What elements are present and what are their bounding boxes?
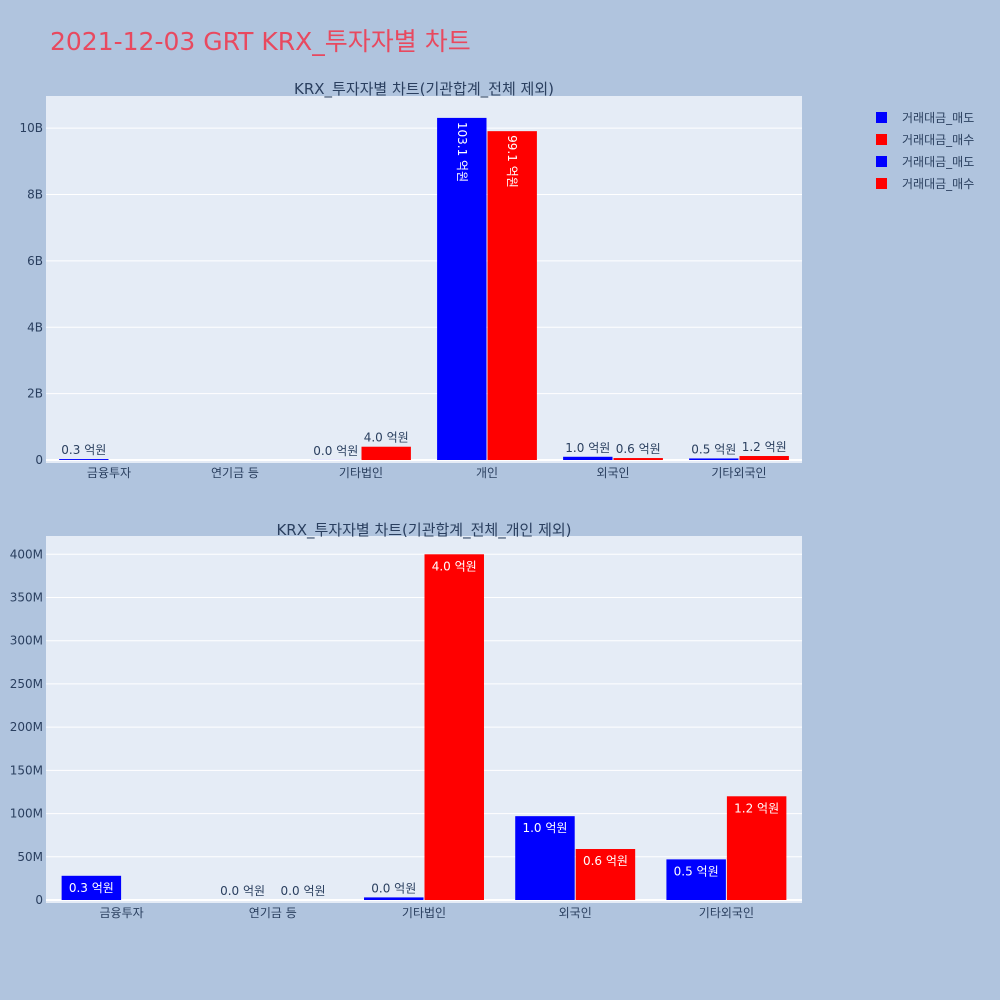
- legend-swatch: [876, 155, 887, 167]
- y-tick-label: 100M: [10, 807, 43, 821]
- legend-swatch: [876, 111, 887, 123]
- data-label: 1.2 억원: [734, 801, 779, 815]
- plot-area: [46, 536, 802, 903]
- subplot-title: KRX_투자자별 차트(기관합계_전체_개인 제외): [276, 521, 571, 540]
- data-label: 0.6 억원: [583, 854, 628, 868]
- bar: [361, 446, 411, 460]
- bar: [437, 117, 487, 461]
- subplot-title: KRX_투자자별 차트(기관합계_전체 제외): [294, 80, 554, 99]
- bar: [487, 131, 537, 460]
- data-label: 0.5 억원: [674, 864, 719, 878]
- data-label: 0.0 억원: [281, 884, 326, 898]
- x-tick-label: 연기금 등: [211, 466, 259, 480]
- y-tick-label: 8B: [27, 188, 43, 202]
- data-label: 103.1 억원: [455, 122, 469, 182]
- bar: [364, 897, 424, 900]
- data-label: 4.0 억원: [432, 559, 477, 573]
- bar: [59, 459, 109, 460]
- y-tick-label: 0: [35, 453, 43, 467]
- bar: [424, 554, 484, 900]
- x-tick-label: 기타법인: [402, 906, 446, 920]
- data-label: 0.5 억원: [691, 442, 736, 456]
- y-tick-label: 0: [35, 893, 43, 907]
- data-label: 0.0 억원: [371, 881, 416, 895]
- x-tick-label: 기타외국인: [711, 466, 766, 480]
- bar: [689, 458, 739, 460]
- y-tick-label: 2B: [27, 387, 43, 401]
- bar: [61, 875, 122, 900]
- legend-label: 거래대금_매수: [902, 176, 975, 191]
- bar: [613, 458, 663, 460]
- y-tick-label: 10B: [19, 121, 43, 135]
- legend-item[interactable]: 거래대금_매도: [876, 106, 974, 128]
- legend-item[interactable]: 거래대금_매수: [876, 172, 974, 194]
- x-tick-label: 기타외국인: [699, 906, 754, 920]
- legend-item[interactable]: 거래대금_매수: [876, 128, 974, 150]
- data-label: 0.6 억원: [616, 442, 661, 456]
- legend-item[interactable]: 거래대금_매도: [876, 150, 974, 172]
- bar: [515, 816, 575, 900]
- data-label: 0.3 억원: [61, 443, 106, 457]
- data-label: 1.0 억원: [565, 441, 610, 455]
- y-tick-label: 350M: [10, 591, 43, 605]
- bar: [575, 849, 636, 900]
- x-tick-label: 개인: [476, 466, 498, 480]
- x-tick-label: 외국인: [559, 906, 592, 920]
- data-label: 0.0 억원: [220, 884, 265, 898]
- legend-swatch: [876, 133, 887, 145]
- y-tick-label: 6B: [27, 254, 43, 268]
- y-tick-label: 4B: [27, 320, 43, 334]
- legend: 거래대금_매도 거래대금_매수 거래대금_매도 거래대금_매수: [876, 106, 974, 194]
- y-tick-label: 150M: [10, 763, 43, 777]
- data-label: 99.1 억원: [505, 135, 519, 188]
- bar: [666, 859, 726, 900]
- data-label: 4.0 억원: [364, 431, 409, 445]
- data-label: 0.3 억원: [69, 881, 114, 895]
- x-tick-label: 금융투자: [100, 906, 144, 920]
- legend-label: 거래대금_매수: [902, 132, 975, 147]
- y-tick-label: 50M: [17, 850, 43, 864]
- x-tick-label: 외국인: [596, 466, 629, 480]
- data-label: 1.2 억원: [742, 440, 787, 454]
- x-tick-label: 기타법인: [339, 466, 383, 480]
- y-tick-label: 250M: [10, 677, 43, 691]
- legend-label: 거래대금_매도: [902, 110, 975, 125]
- bar: [739, 456, 789, 460]
- x-tick-label: 금융투자: [87, 466, 131, 480]
- y-tick-label: 300M: [10, 634, 43, 648]
- data-label: 0.0 억원: [313, 444, 358, 458]
- bar: [563, 456, 613, 460]
- data-label: 1.0 억원: [522, 821, 567, 835]
- x-tick-label: 연기금 등: [249, 906, 297, 920]
- y-tick-label: 200M: [10, 720, 43, 734]
- y-tick-label: 400M: [10, 547, 43, 561]
- legend-label: 거래대금_매도: [902, 154, 975, 169]
- legend-swatch: [876, 177, 887, 189]
- plot-area: [46, 96, 802, 463]
- bar: [726, 796, 787, 900]
- page-title: 2021-12-03 GRT KRX_투자자별 차트: [50, 27, 471, 56]
